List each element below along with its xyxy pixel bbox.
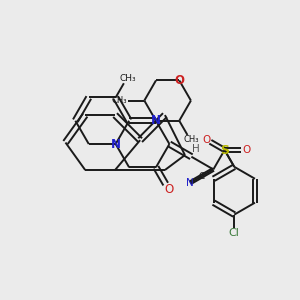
Text: CH₃: CH₃ (112, 96, 127, 105)
Text: O: O (174, 74, 184, 87)
Text: S: S (220, 143, 229, 157)
Text: CH₃: CH₃ (119, 74, 136, 83)
Text: H: H (192, 145, 200, 154)
Text: N: N (111, 137, 121, 151)
Text: O: O (242, 145, 250, 155)
Text: N: N (186, 178, 194, 188)
Text: O: O (164, 183, 174, 196)
Text: C: C (199, 172, 205, 181)
Text: O: O (202, 135, 211, 145)
Text: N: N (151, 114, 161, 127)
Text: Cl: Cl (229, 228, 240, 239)
Text: CH₃: CH₃ (184, 135, 200, 144)
